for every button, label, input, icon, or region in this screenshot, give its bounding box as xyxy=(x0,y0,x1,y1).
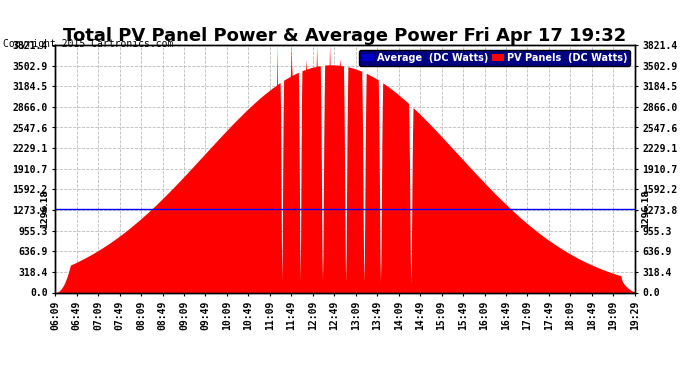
Text: 1296.18: 1296.18 xyxy=(41,189,50,228)
Text: Copyright 2015 Cartronics.com: Copyright 2015 Cartronics.com xyxy=(3,39,174,50)
Legend: Average  (DC Watts), PV Panels  (DC Watts): Average (DC Watts), PV Panels (DC Watts) xyxy=(359,50,630,66)
Text: 1296.18: 1296.18 xyxy=(640,189,649,228)
Title: Total PV Panel Power & Average Power Fri Apr 17 19:32: Total PV Panel Power & Average Power Fri… xyxy=(63,27,627,45)
